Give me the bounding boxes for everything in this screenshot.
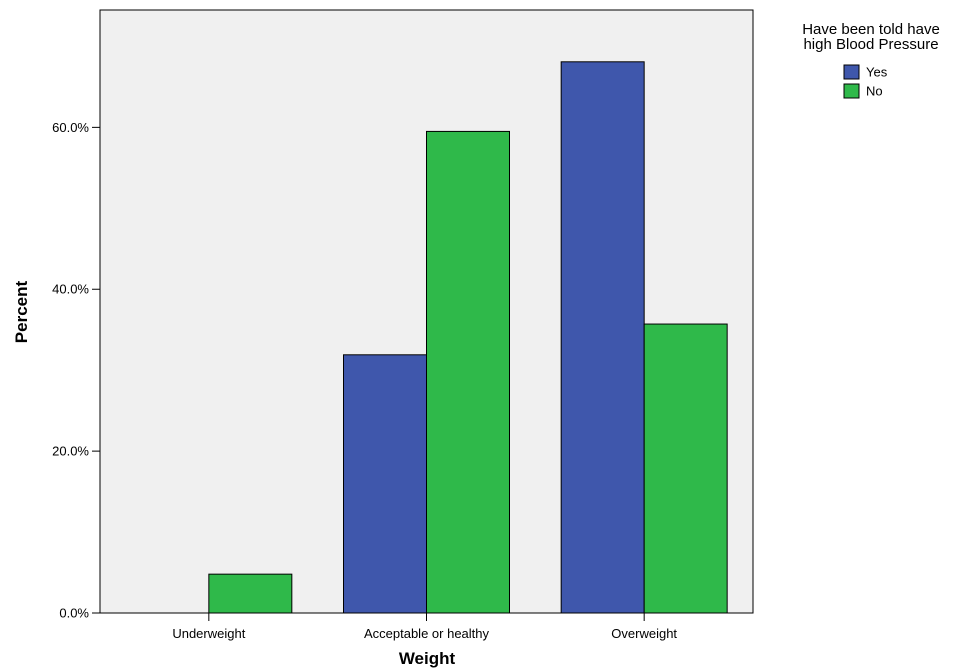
x-axis-title: Weight bbox=[399, 649, 456, 668]
legend-swatch-yes bbox=[843, 64, 860, 80]
y-tick-label: 0.0% bbox=[59, 606, 89, 621]
x-tick-label: Underweight bbox=[172, 626, 245, 641]
y-tick-label: 40.0% bbox=[52, 282, 89, 297]
bar-yes-2 bbox=[560, 61, 645, 614]
bar-no-2 bbox=[643, 323, 728, 614]
legend-title-line: high Blood Pressure bbox=[803, 36, 938, 53]
legend-label-yes: Yes bbox=[866, 65, 888, 80]
y-axis-title: Percent bbox=[12, 280, 31, 343]
x-tick-label: Acceptable or healthy bbox=[364, 626, 490, 641]
x-axis: Underweight Acceptable or healthy Overweig… bbox=[172, 613, 677, 641]
bar-no-1 bbox=[426, 130, 510, 614]
y-axis: 0.0% 20.0% 40.0% 60.0% bbox=[52, 120, 100, 621]
x-tick-label: Overweight bbox=[611, 626, 677, 641]
bars-group bbox=[208, 61, 728, 614]
bar-yes-1 bbox=[343, 354, 427, 614]
legend-label-no: No bbox=[866, 84, 883, 99]
legend-title-line: Have been told have bbox=[802, 21, 940, 38]
y-tick-label: 20.0% bbox=[52, 444, 89, 459]
bar-no-0 bbox=[208, 573, 293, 614]
legend-swatch-no bbox=[843, 83, 860, 99]
y-tick-label: 60.0% bbox=[52, 120, 89, 135]
